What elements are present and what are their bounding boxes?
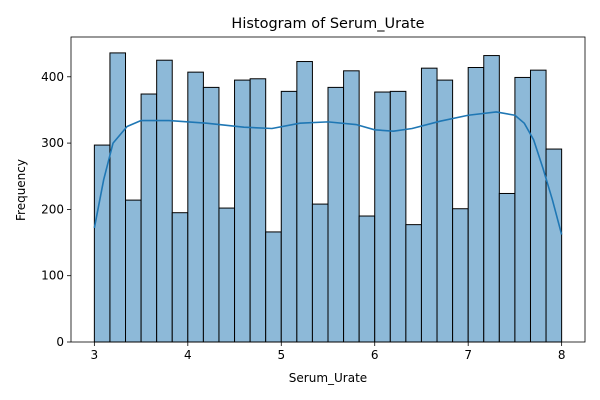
histogram-bar xyxy=(202,86,220,343)
histogram-bar xyxy=(327,86,345,343)
histogram-bar xyxy=(529,69,547,343)
x-tick-label: 4 xyxy=(184,348,192,362)
histogram-bar xyxy=(483,55,500,343)
histogram-bar xyxy=(498,192,516,343)
histogram-bar xyxy=(125,199,142,343)
y-tick-label: 400 xyxy=(41,70,64,84)
histogram-bar xyxy=(234,79,251,343)
histogram-bar xyxy=(187,71,204,343)
histogram-bar xyxy=(156,59,173,343)
histogram-bar xyxy=(140,93,158,343)
histogram-bar xyxy=(171,212,189,343)
histogram-bar xyxy=(109,52,127,343)
plot-area: 3 4 5 6 7 8 0 100 200 300 400 xyxy=(41,36,586,362)
kde-line xyxy=(93,111,563,235)
histogram-bar xyxy=(265,231,282,343)
histogram-bar xyxy=(420,67,438,343)
y-tick-label: 0 xyxy=(56,335,64,349)
chart-title: Histogram of Serum_Urate xyxy=(231,16,424,32)
histogram-bar xyxy=(280,90,298,343)
x-tick-label: 6 xyxy=(371,348,379,362)
histogram-bar xyxy=(452,208,469,343)
histogram-bar xyxy=(405,224,422,343)
x-tick-label: 7 xyxy=(464,348,472,362)
x-tick-label: 8 xyxy=(558,348,566,362)
x-tick-label: 5 xyxy=(277,348,285,362)
histogram-bar xyxy=(218,207,236,343)
y-tick-label: 100 xyxy=(41,269,64,283)
histogram-bar xyxy=(249,78,267,343)
y-tick-label: 300 xyxy=(41,136,64,150)
histogram-bar xyxy=(93,144,111,343)
histogram-bar xyxy=(311,203,329,343)
histogram-bar xyxy=(545,148,563,343)
histogram-bar xyxy=(358,215,376,343)
y-tick-label: 200 xyxy=(41,202,64,216)
x-tick-label: 3 xyxy=(91,348,99,362)
histogram-bar xyxy=(296,61,313,343)
x-axis-label: Serum_Urate xyxy=(289,371,367,385)
axes-frame xyxy=(70,36,586,343)
histogram-bar xyxy=(343,70,360,343)
histogram-bar xyxy=(467,67,485,343)
y-axis-label: Frequency xyxy=(14,159,28,221)
